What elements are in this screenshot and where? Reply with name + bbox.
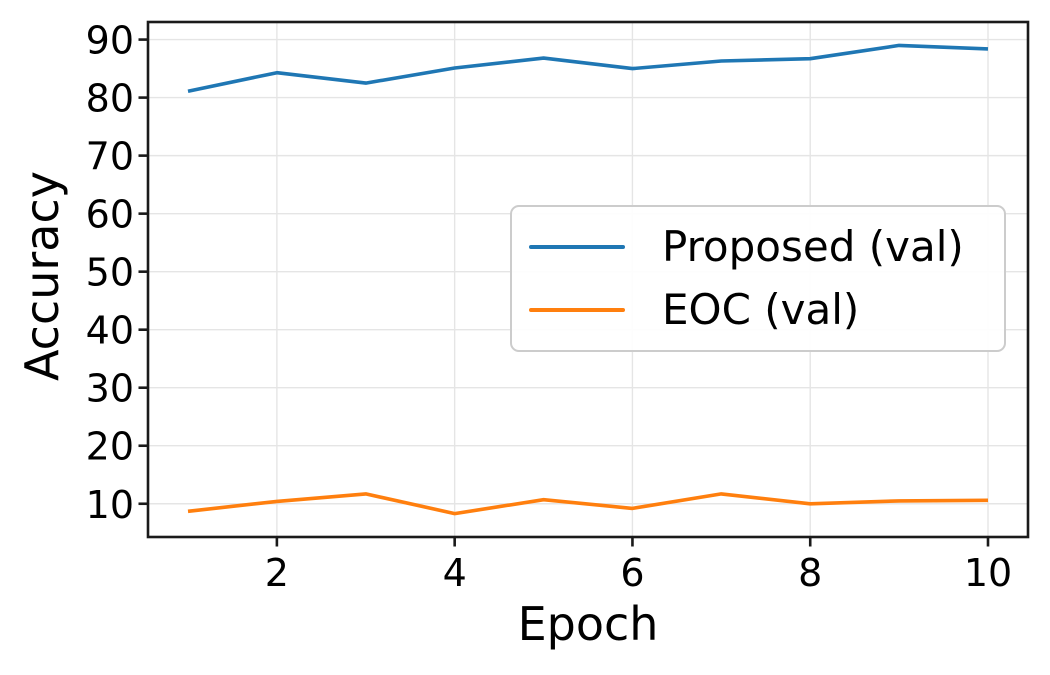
x-tick-label: 6 bbox=[620, 551, 644, 595]
series-line-eoc bbox=[187, 492, 989, 516]
legend-label-eoc: EOC (val) bbox=[662, 285, 860, 335]
legend-line-sample-proposed bbox=[529, 244, 625, 249]
x-tick-label: 10 bbox=[964, 551, 1012, 595]
legend-item-proposed: Proposed (val) bbox=[529, 221, 994, 271]
x-axis-label: Epoch bbox=[517, 597, 659, 651]
y-tick-label: 90 bbox=[86, 19, 134, 63]
y-tick-label: 30 bbox=[86, 367, 134, 411]
plot-border bbox=[146, 20, 1030, 539]
y-tick-label: 20 bbox=[86, 425, 134, 469]
series-line-proposed bbox=[187, 43, 989, 93]
x-tick-label: 2 bbox=[265, 551, 289, 595]
y-tick-label: 40 bbox=[86, 309, 134, 353]
y-tick-label: 10 bbox=[86, 483, 134, 527]
x-tick-label: 8 bbox=[798, 551, 822, 595]
legend-label-proposed: Proposed (val) bbox=[662, 221, 964, 271]
x-tick-label: 4 bbox=[443, 551, 467, 595]
legend-line-sample-eoc bbox=[529, 308, 625, 313]
y-tick-label: 60 bbox=[86, 193, 134, 237]
y-tick-label: 50 bbox=[86, 251, 134, 295]
y-tick-label: 70 bbox=[86, 135, 134, 179]
y-axis-label: Accuracy bbox=[15, 170, 69, 382]
legend: Proposed (val) EOC (val) bbox=[510, 205, 1006, 352]
y-tick-label: 80 bbox=[86, 77, 134, 121]
legend-item-eoc: EOC (val) bbox=[529, 285, 994, 335]
